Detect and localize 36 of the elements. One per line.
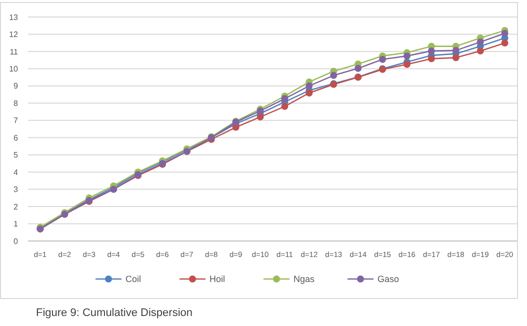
legend-label: Gaso	[378, 274, 400, 284]
point	[403, 60, 410, 68]
point	[306, 89, 313, 96]
point	[330, 72, 338, 79]
point	[476, 38, 484, 46]
point	[428, 55, 435, 62]
caption: Figure 9: Cumulative Dispersion	[36, 307, 193, 319]
y-tick-label: 13	[9, 12, 19, 22]
y-tick-label: 0	[14, 236, 19, 246]
point	[476, 47, 484, 54]
point	[428, 47, 435, 54]
point	[379, 56, 386, 63]
point	[306, 82, 313, 90]
point	[501, 40, 508, 47]
y-tick-label: 6	[14, 133, 19, 142]
y-tick-label: 2	[14, 202, 19, 212]
y-tick-label: 1	[14, 220, 19, 229]
point	[403, 52, 410, 60]
y-tick-label: 7	[14, 116, 19, 126]
point	[501, 30, 508, 37]
point	[354, 64, 362, 72]
y-tick-label: 12	[9, 30, 19, 40]
legend-label: Hoil	[210, 274, 226, 284]
point	[281, 102, 288, 110]
legend-label: Ngas	[294, 274, 316, 284]
y-tick-label: 4	[14, 168, 19, 177]
legend-label: Coil	[126, 274, 142, 284]
point	[452, 54, 460, 62]
y-tick-label: 10	[9, 64, 19, 74]
point	[452, 46, 460, 54]
y-tick-label: 3	[14, 185, 19, 194]
y-tick-label: 8	[14, 98, 19, 108]
y-tick-label: 9	[14, 82, 19, 91]
y-tick-label: 11	[10, 47, 19, 56]
y-tick-label: 5	[14, 150, 19, 160]
point	[281, 95, 288, 102]
